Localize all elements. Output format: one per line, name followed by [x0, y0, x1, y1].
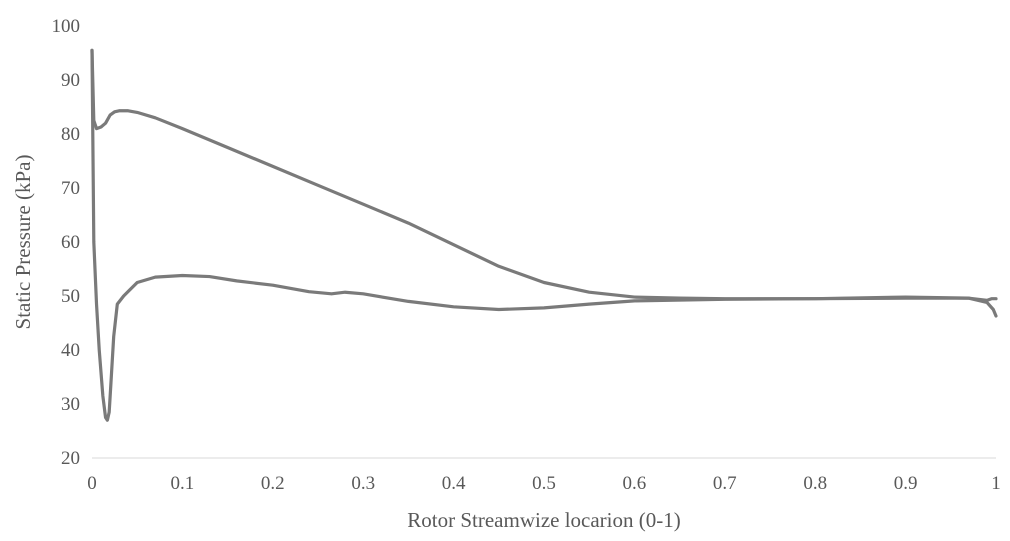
y-tick-label: 100: [52, 16, 81, 37]
x-tick-label: 0.5: [532, 473, 556, 494]
y-tick-label: 80: [61, 124, 80, 145]
x-tick-label: 0.4: [442, 473, 466, 494]
y-tick-label: 60: [61, 232, 80, 253]
y-tick-label: 50: [61, 286, 80, 307]
x-tick-label: 0.2: [261, 473, 285, 494]
x-tick-label: 0.9: [894, 473, 918, 494]
y-tick-label: 70: [61, 178, 80, 199]
series-line-1: [90, 48, 998, 302]
series-line-2: [90, 48, 998, 422]
y-tick-label: 90: [61, 70, 80, 91]
x-tick-label: 0: [87, 473, 97, 494]
y-tick-label: 40: [61, 340, 80, 361]
x-tick-label: 1: [991, 473, 1001, 494]
x-tick-label: 0.1: [171, 473, 195, 494]
x-tick-label: 0.6: [623, 473, 647, 494]
x-axis-title: Rotor Streamwize locarion (0-1): [407, 508, 681, 532]
series-lines: [90, 48, 998, 422]
tick-labels: 0 0.1 0.2 0.3 0.4 0.5 0.6 0.7 0.8 0.9 1 20 30 40 50 60 7…: [52, 16, 1001, 494]
y-tick-label: 30: [61, 394, 80, 415]
x-tick-label: 0.8: [803, 473, 827, 494]
x-tick-label: 0.3: [351, 473, 375, 494]
x-tick-label: 0.7: [713, 473, 737, 494]
y-axis-title: Static Pressure (kPa): [11, 155, 35, 330]
y-tick-label: 20: [61, 448, 80, 469]
